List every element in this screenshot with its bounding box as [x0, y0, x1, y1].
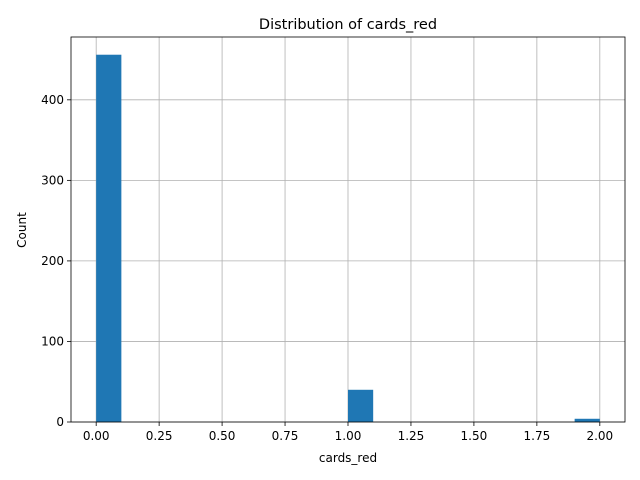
y-tick-label-2: 200: [41, 254, 64, 268]
x-tick-label-7: 1.75: [524, 429, 551, 443]
y-tick-label-3: 300: [41, 173, 64, 187]
histogram-bar-2: [574, 418, 600, 422]
x-axis-label: cards_red: [319, 451, 377, 465]
x-tick-label-4: 1.00: [335, 429, 362, 443]
x-axis-ticks: 0.00 0.25 0.50 0.75 1.00 1.25 1.50 1.75 2.00: [83, 422, 613, 443]
x-tick-label-5: 1.25: [398, 429, 425, 443]
y-axis-label: Count: [15, 212, 29, 248]
y-tick-label-4: 400: [41, 93, 64, 107]
x-tick-label-3: 0.75: [272, 429, 299, 443]
y-tick-label-0: 0: [56, 415, 64, 429]
chart-title: Distribution of cards_red: [259, 17, 437, 33]
x-tick-label-0: 0.00: [83, 429, 110, 443]
x-tick-label-2: 0.50: [209, 429, 236, 443]
histogram-bar-1: [348, 389, 374, 422]
y-tick-label-1: 100: [41, 334, 64, 348]
x-tick-label-8: 2.00: [586, 429, 613, 443]
x-tick-label-6: 1.50: [461, 429, 488, 443]
x-tick-label-1: 0.25: [146, 429, 173, 443]
y-axis-ticks: 0 100 200 300 400: [41, 93, 71, 429]
histogram-bar-0: [96, 54, 122, 422]
histogram-bars: [96, 54, 600, 422]
